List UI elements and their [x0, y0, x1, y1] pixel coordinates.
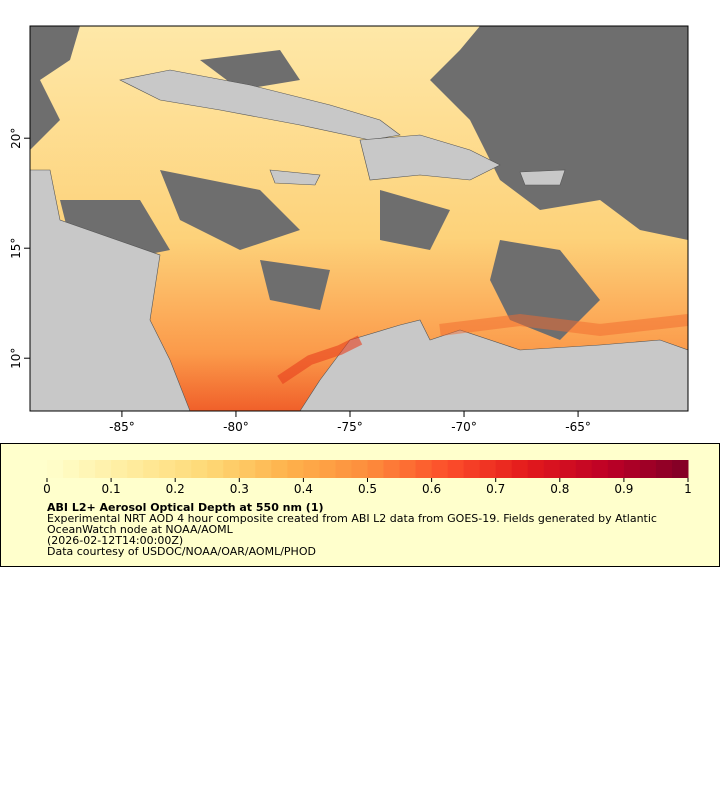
- colorbar-tick-label: 0.1: [102, 482, 121, 496]
- colorbar-tick-label: 0.8: [550, 482, 569, 496]
- colorbar-segment: [607, 460, 625, 478]
- legend-title: ABI L2+ Aerosol Optical Depth at 550 nm …: [47, 501, 324, 514]
- legend-line: OceanWatch node at NOAA/AOML: [47, 523, 234, 536]
- x-tick-label: -75°: [337, 420, 363, 434]
- map-field: [30, 26, 688, 411]
- colorbar-tick-label: 0: [43, 482, 51, 496]
- map-frame: [29, 25, 689, 412]
- legend-line: (2026-02-12T14:00:00Z): [47, 534, 183, 547]
- colorbar-segment: [575, 460, 593, 478]
- colorbar-segment: [191, 460, 208, 478]
- colorbar-segment: [159, 460, 176, 478]
- colorbar-segment: [511, 460, 529, 478]
- colorbar-segment: [95, 460, 112, 478]
- colorbar-segment: [303, 460, 320, 478]
- colorbar-segment: [399, 460, 417, 478]
- colorbar-tick-label: 0.6: [422, 482, 441, 496]
- colorbar-segment: [47, 460, 64, 478]
- colorbar-segment: [495, 460, 513, 478]
- y-tick-label: 15°: [9, 238, 23, 259]
- colorbar-segment: [383, 460, 401, 478]
- colorbar-tick-label: 0.9: [614, 482, 633, 496]
- colorbar-segment: [623, 460, 641, 478]
- x-tick-label: -65°: [565, 420, 591, 434]
- colorbar-segment: [207, 460, 224, 478]
- colorbar-segment: [415, 460, 433, 478]
- colorbar-segment: [111, 460, 128, 478]
- colorbar-segment: [335, 460, 352, 478]
- colorbar-segment: [319, 460, 336, 478]
- colorbar-segment: [463, 460, 481, 478]
- colorbar-segment: [671, 460, 689, 478]
- colorbar-segment: [79, 460, 96, 478]
- colorbar-tick-label: 0.2: [166, 482, 185, 496]
- colorbar-segment: [143, 460, 160, 478]
- colorbar-segment: [543, 460, 561, 478]
- y-tick-label: 10°: [9, 348, 23, 369]
- legend-line: Experimental NRT AOD 4 hour composite cr…: [47, 512, 657, 525]
- x-tick-label: -85°: [109, 420, 135, 434]
- colorbar-segment: [239, 460, 256, 478]
- cloud-mask: [30, 26, 688, 340]
- colorbar-segment: [559, 460, 577, 478]
- colorbar-segment: [63, 460, 80, 478]
- colorbar-segment: [527, 460, 545, 478]
- colorbar-segment: [367, 460, 385, 478]
- colorbar-tick-label: 0.7: [486, 482, 505, 496]
- colorbar-segment: [447, 460, 465, 478]
- colorbar-segment: [479, 460, 497, 478]
- colorbar-segment: [591, 460, 609, 478]
- colorbar-segment: [175, 460, 192, 478]
- colorbar-segment: [271, 460, 288, 478]
- colorbar-segment: [223, 460, 240, 478]
- colorbar-segment: [287, 460, 304, 478]
- y-tick-label: 20°: [9, 128, 23, 149]
- colorbar-tick-label: 0.3: [230, 482, 249, 496]
- colorbar-segment: [431, 460, 449, 478]
- x-tick-label: -80°: [223, 420, 249, 434]
- x-tick-label: -70°: [451, 420, 477, 434]
- colorbar-segment: [127, 460, 144, 478]
- colorbar-tick-label: 1: [684, 482, 692, 496]
- colorbar-segment: [639, 460, 657, 478]
- legend-line: Data courtesy of USDOC/NOAA/OAR/AOML/PHO…: [47, 545, 316, 558]
- land: [30, 69, 688, 411]
- colorbar-segment: [351, 460, 368, 478]
- colorbar-segment: [255, 460, 272, 478]
- colorbar-tick-label: 0.5: [358, 482, 377, 496]
- colorbar-segment: [655, 460, 673, 478]
- colorbar-tick-label: 0.4: [294, 482, 313, 496]
